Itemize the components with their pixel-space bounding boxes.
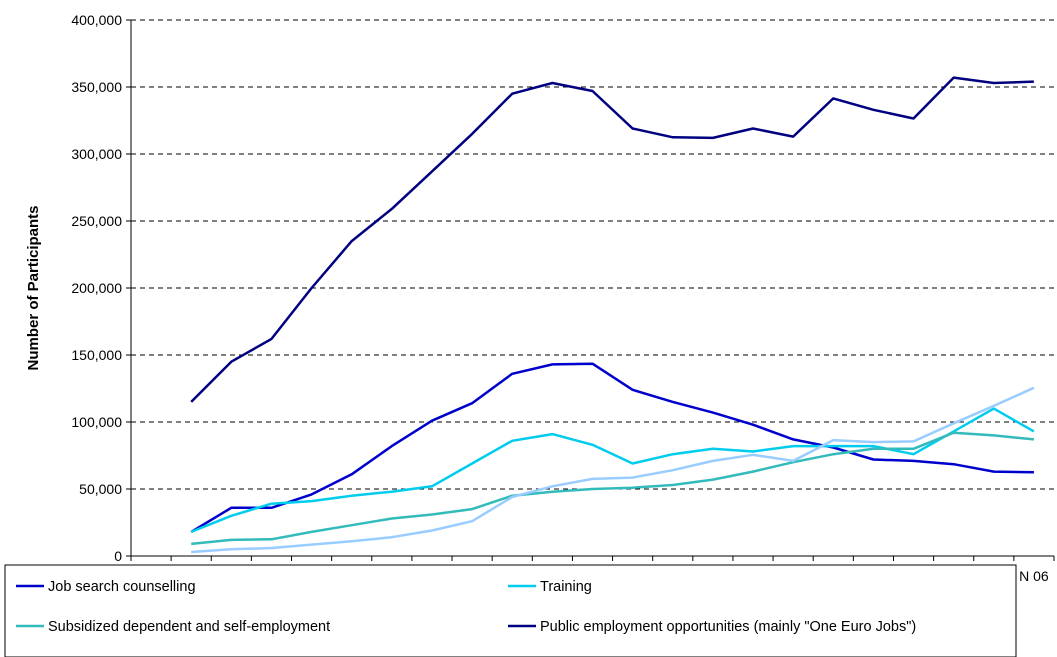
legend-label: Job search counselling [48,579,196,595]
legend-items: Job search counselling Training Subsidized… [16,579,916,657]
axes [126,19,1055,561]
legend-box [4,564,1017,657]
x-tick-label: N 06 [1019,568,1049,584]
legend: Job search counselling Training Subsidized… [4,564,1017,657]
y-tick-label: 350,000 [71,79,122,95]
legend-label: Training [540,579,592,595]
series-line-5 [191,386,1035,554]
series-line-2 [190,407,1035,534]
y-tick-label: 150,000 [71,347,122,363]
series-line-3 [191,431,1035,546]
legend-label: Subsidized dependent and self-employment [48,619,330,635]
series-line-1 [190,362,1034,533]
y-tick-label: 400,000 [71,12,122,28]
y-tick-label: 250,000 [71,213,122,229]
y-tick-label: 100,000 [71,414,122,430]
gridlines [131,19,1054,490]
series-lines [190,76,1035,554]
y-tick-label: 0 [114,548,122,564]
series-line-4 [190,76,1034,403]
y-tick-label: 200,000 [71,280,122,296]
y-tick-labels: 0 50,000 100,000 150,000 200,000 250,000 300,0… [71,12,122,564]
y-tick-label: 50,000 [79,481,122,497]
legend-label: Public employment opportunities (mainly … [540,619,916,635]
y-tick-label: 300,000 [71,146,122,162]
y-axis-label: Number of Participants [25,205,42,370]
